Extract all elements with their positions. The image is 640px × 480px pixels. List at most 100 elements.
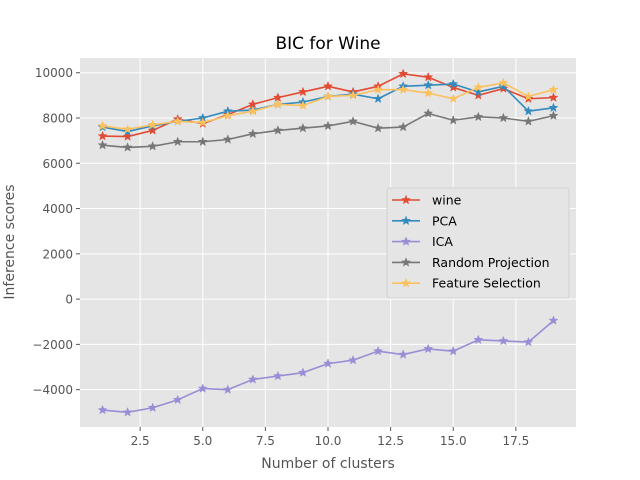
data-point	[423, 108, 434, 118]
data-point	[398, 84, 409, 94]
data-point	[297, 367, 308, 377]
data-point	[373, 345, 384, 356]
y-axis-label: Inference scores	[2, 184, 18, 299]
data-point	[548, 92, 559, 102]
legend-label: PCA	[432, 213, 457, 228]
data-point	[222, 384, 233, 394]
data-point	[423, 343, 434, 354]
data-point	[297, 122, 308, 133]
data-point	[548, 110, 559, 121]
data-point	[473, 82, 484, 92]
legend-label: wine	[432, 193, 462, 208]
data-point	[147, 125, 158, 135]
data-point	[473, 90, 484, 100]
data-point	[498, 335, 509, 346]
data-point	[448, 93, 459, 104]
legend-label: ICA	[432, 234, 453, 249]
data-point	[548, 315, 559, 325]
data-point	[172, 394, 183, 405]
x-axis-label: Number of clusters	[261, 456, 395, 472]
data-point	[398, 121, 409, 132]
x-tick-label: 12.5	[377, 434, 404, 448]
x-tick-label: 7.5	[256, 434, 275, 448]
series-feature-selection	[97, 77, 559, 134]
data-point	[448, 345, 459, 356]
legend-marker	[400, 277, 412, 288]
data-point	[222, 134, 233, 144]
data-point	[398, 349, 409, 359]
data-point	[473, 86, 484, 97]
data-point	[297, 86, 308, 97]
data-point	[548, 84, 559, 94]
x-tick-label: 17.5	[503, 434, 530, 448]
data-point	[448, 114, 459, 125]
legend-item-wine: wine	[392, 193, 462, 208]
y-ticks: −4000 −2000 0 2000 4000 6000 8000 10000	[32, 66, 80, 397]
y-tick-label: 6000	[42, 157, 73, 171]
data-point	[247, 374, 258, 384]
data-point	[423, 87, 434, 98]
data-point	[122, 142, 133, 152]
data-point	[222, 110, 233, 121]
series-ica	[97, 315, 559, 417]
data-point	[147, 119, 158, 130]
data-point	[523, 91, 534, 101]
legend-item-random-projection: Random Projection	[392, 255, 550, 270]
data-point	[297, 100, 308, 110]
data-point	[523, 336, 534, 347]
data-point	[498, 77, 509, 88]
data-point	[423, 79, 434, 90]
legend-item-pca: PCA	[392, 213, 457, 228]
y-tick-label: 8000	[42, 111, 73, 125]
legend-box	[386, 187, 570, 299]
data-point	[473, 334, 484, 345]
y-tick-label: 2000	[42, 247, 73, 261]
legend-item-feature-selection: Feature Selection	[392, 276, 541, 291]
series-group	[97, 68, 559, 417]
legend-item-ica: ICA	[392, 234, 453, 249]
legend-marker	[400, 236, 412, 246]
data-point	[448, 82, 459, 92]
y-tick-label: −4000	[32, 383, 73, 397]
legend-marker	[400, 194, 412, 205]
data-point	[322, 358, 334, 368]
data-point	[398, 68, 409, 79]
data-point	[97, 404, 108, 415]
data-point	[122, 406, 133, 417]
y-tick-label: 0	[65, 293, 73, 307]
y-tick-label: −2000	[32, 338, 73, 352]
data-point	[322, 91, 334, 101]
data-point	[498, 112, 509, 123]
data-point	[272, 370, 283, 381]
x-tick-label: 10.0	[315, 434, 342, 448]
data-point	[348, 354, 359, 365]
data-point	[172, 116, 183, 126]
data-point	[523, 105, 534, 116]
data-point	[348, 90, 359, 100]
data-point	[147, 402, 158, 413]
data-point	[322, 80, 334, 91]
legend-label: Random Projection	[432, 255, 550, 270]
y-tick-label: 4000	[42, 202, 73, 216]
data-point	[197, 117, 208, 127]
data-point	[348, 116, 359, 126]
data-point	[197, 383, 208, 393]
data-point	[247, 128, 258, 139]
data-point	[548, 102, 559, 113]
data-point	[97, 139, 108, 150]
data-point	[272, 99, 283, 109]
x-tick-label: 5.0	[193, 434, 212, 448]
legend-marker	[400, 215, 412, 226]
y-tick-label: 10000	[35, 66, 73, 80]
data-point	[97, 130, 108, 141]
data-point	[247, 105, 258, 116]
data-point	[272, 125, 283, 135]
data-point	[448, 78, 459, 89]
data-point	[473, 111, 484, 122]
legend-label: Feature Selection	[432, 276, 541, 291]
legend: wine PCA ICA Random Projection Feature Selec…	[386, 187, 570, 299]
data-point	[172, 136, 183, 147]
chart-title: BIC for Wine	[275, 34, 380, 54]
data-point	[373, 93, 384, 104]
